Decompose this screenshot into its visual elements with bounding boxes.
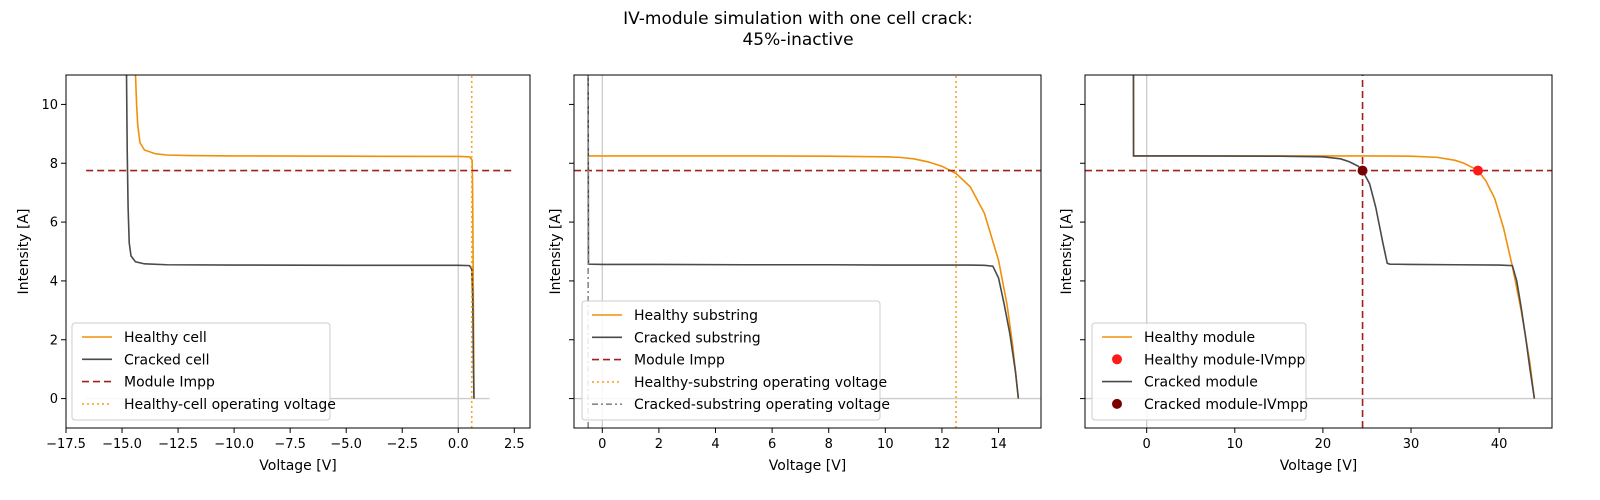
x-tick-label: −7.5 <box>274 437 306 452</box>
x-tick-label: 0 <box>598 437 606 452</box>
x-tick-label: 20 <box>1315 437 1332 452</box>
y-tick-label: 8 <box>50 157 58 172</box>
x-tick-label: −15.0 <box>102 437 142 452</box>
axes-frame <box>65 74 531 429</box>
y-axis-label: Intensity [A] <box>16 209 32 295</box>
axes-frame <box>573 74 1042 429</box>
x-tick-label: 0.0 <box>448 437 469 452</box>
x-axis-label: Voltage [V] <box>769 458 846 474</box>
y-tick-label: 6 <box>50 216 58 231</box>
x-tick-label: 10 <box>877 437 894 452</box>
legend: Healthy cell Cracked cell Module Impp Healt… <box>71 322 336 421</box>
y-tick-label: 2 <box>50 333 58 348</box>
series-line-healthy-cell <box>134 75 475 399</box>
x-axis-label: Voltage [V] <box>259 458 336 474</box>
legend-entry: Module Impp <box>634 353 725 369</box>
figure-title-line1: IV-module simulation with one cell crack… <box>623 9 973 29</box>
x-tick-label: 30 <box>1403 437 1420 452</box>
x-tick-label: 4 <box>711 437 719 452</box>
x-tick-label: 0 <box>1143 437 1151 452</box>
x-tick-label: 14 <box>990 437 1007 452</box>
legend-marker <box>1112 398 1122 409</box>
series-line-cracked-cell <box>125 75 475 399</box>
legend-entry: Module Impp <box>124 375 215 391</box>
chart-panels: −17.5 −15.0 −12.5 −10.0 −7.5 −5.0 −2.5 0.0 2.5 0 2… <box>16 74 1553 474</box>
series-line-cracked-substring <box>587 75 1020 399</box>
legend-entry: Cracked substring <box>634 330 761 346</box>
legend-entry: Cracked-substring operating voltage <box>634 397 890 413</box>
y-tick-label: 10 <box>41 98 58 113</box>
legend-box <box>71 322 331 421</box>
panel-3: 0 10 20 30 40 Voltage [V] Intensity [A] Healthy… <box>1059 74 1553 474</box>
x-tick-label: −2.5 <box>386 437 418 452</box>
legend: Healthy module Healthy module-IVmpp Cracke… <box>1091 322 1308 421</box>
x-tick-label: −10.0 <box>214 437 254 452</box>
legend: Healthy substring Cracked substring Module… <box>581 300 890 421</box>
x-axis-label: Voltage [V] <box>1280 458 1357 474</box>
legend-entry: Healthy module <box>1144 330 1255 346</box>
series-line-cracked-module <box>1132 75 1536 399</box>
point-cracked-module-ivmpp <box>1357 165 1368 176</box>
x-tick-label: 2.5 <box>504 437 525 452</box>
legend-entry: Healthy-cell operating voltage <box>124 397 336 413</box>
figure-title-line2: 45%-inactive <box>742 30 853 50</box>
axes-frame <box>1084 74 1553 429</box>
legend-box <box>1091 322 1307 421</box>
x-tick-label: 12 <box>934 437 951 452</box>
x-tick-label: −5.0 <box>330 437 362 452</box>
legend-entry: Healthy-substring operating voltage <box>634 375 887 391</box>
legend-entry: Healthy cell <box>124 330 207 346</box>
x-tick-label: −12.5 <box>158 437 198 452</box>
legend-entry: Healthy substring <box>634 308 758 324</box>
legend-entry: Cracked module <box>1144 375 1258 391</box>
legend-entry: Cracked module-IVmpp <box>1144 397 1308 413</box>
panel-1: −17.5 −15.0 −12.5 −10.0 −7.5 −5.0 −2.5 0.0 2.5 0 2… <box>16 74 531 474</box>
legend-entry: Cracked cell <box>124 352 209 368</box>
y-tick-label: 0 <box>50 392 58 407</box>
y-tick-label: 4 <box>50 274 58 289</box>
series-line-healthy-substring <box>588 155 1020 399</box>
legend-marker <box>1112 354 1122 365</box>
legend-box <box>581 300 881 421</box>
x-tick-label: 2 <box>655 437 663 452</box>
x-tick-label: −17.5 <box>46 437 86 452</box>
x-tick-label: 40 <box>1491 437 1508 452</box>
point-healthy-module-ivmpp <box>1472 165 1483 176</box>
y-axis-label: Intensity [A] <box>548 209 564 295</box>
legend-entry: Healthy module-IVmpp <box>1144 352 1305 368</box>
x-tick-label: 10 <box>1227 437 1244 452</box>
y-axis-label: Intensity [A] <box>1059 209 1075 295</box>
x-tick-label: 8 <box>825 437 833 452</box>
panel-2: 0 2 4 6 8 10 12 14 Voltage [V] Intensity [A] Healt… <box>548 74 1042 474</box>
x-tick-label: 6 <box>768 437 776 452</box>
